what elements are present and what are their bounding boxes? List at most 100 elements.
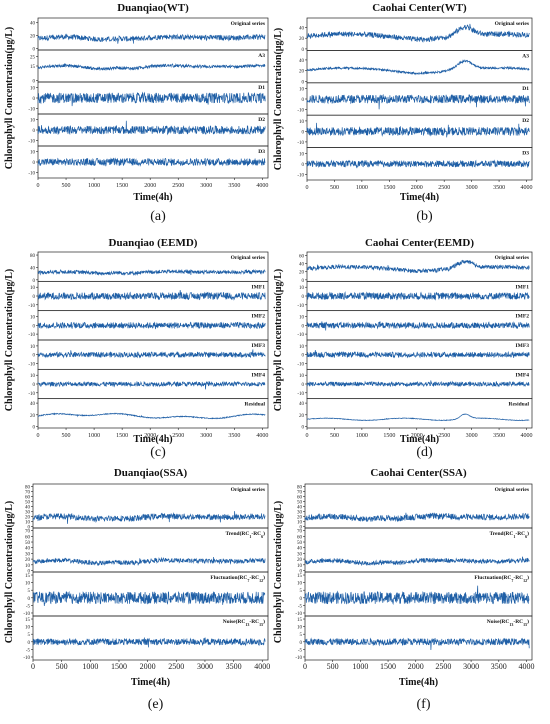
- x-tick-label: 0: [37, 183, 40, 189]
- series-line: [37, 321, 266, 330]
- panel-label: Noise(RC13-RC15): [487, 618, 529, 627]
- panel-1: 0 20 40 A3: [299, 50, 533, 85]
- x-tick-label: 2500: [172, 183, 184, 189]
- panel-3: -10 0 10 IMF3: [28, 339, 269, 370]
- x-tick-label: 4000: [256, 433, 268, 439]
- y-tick-label: 40: [30, 266, 36, 271]
- panel-label: Original series: [231, 255, 265, 261]
- chart-c: Duanqiao (EEMD) Chlorophyll Concentration…: [4, 237, 268, 460]
- y-tick-label: 0: [302, 426, 305, 431]
- panel-label: IMF2: [516, 314, 530, 320]
- x-tick-label: 500: [62, 183, 71, 189]
- y-tick-label: 15: [25, 574, 31, 579]
- x-tick-label: 1500: [380, 662, 396, 671]
- x-axis-label: Time(4h): [399, 677, 438, 688]
- y-tick-label: -10: [295, 612, 302, 617]
- x-tick-label: 4000: [521, 433, 533, 439]
- panel-2: -10 0 10 D1: [28, 81, 269, 115]
- series-line: [32, 556, 266, 566]
- panel-0: 0 20 40 60 Original series: [299, 251, 533, 284]
- series-line: [306, 350, 530, 359]
- panel-label: A3: [522, 53, 529, 59]
- y-tick-label: 0: [28, 526, 31, 531]
- y-axis-label: Chlorophyll Concentration(μg/L): [4, 501, 15, 643]
- y-tick-label: 10: [299, 345, 305, 350]
- figure-caption: (e): [148, 697, 164, 712]
- chart-d: Caohai Center(EEMD) Chlorophyll Concentra…: [273, 237, 533, 460]
- panel-label: Original series: [231, 21, 265, 27]
- y-tick-label: -5: [26, 604, 31, 609]
- panel-4: -10 0 10 D3: [297, 147, 533, 181]
- y-tick-label: 10: [30, 119, 36, 124]
- panel-1: -10 0 10 IMF1: [28, 280, 269, 312]
- panel-2: -10 0 10 IMF2: [28, 310, 269, 341]
- y-tick-label: 40: [299, 27, 305, 32]
- panel-1: -10 0 10 IMF1: [297, 280, 533, 312]
- chart-title: Caohai Center(SSA): [370, 467, 467, 479]
- y-tick-label: 10: [299, 316, 305, 321]
- x-tick-label: 3000: [466, 433, 478, 439]
- figure-caption: (f): [417, 697, 431, 712]
- x-tick-label: 0: [37, 433, 40, 439]
- x-tick-label: 3000: [200, 433, 212, 439]
- chart-title: Duanqiao(SSA): [114, 467, 188, 479]
- y-tick-label: 0: [33, 383, 36, 388]
- y-tick-label: 20: [297, 558, 303, 563]
- y-tick-label: 0: [302, 163, 305, 168]
- panel-label: Noise(RC13-RC15): [223, 618, 265, 627]
- series-line: [306, 23, 530, 43]
- x-tick-label: 500: [330, 185, 339, 191]
- panel-5: 0 20 40 Residual: [299, 398, 533, 431]
- panel-label: D3: [258, 149, 265, 155]
- y-tick-label: 40: [299, 263, 305, 268]
- x-tick-label: 2500: [438, 185, 450, 191]
- y-tick-label: -10: [23, 612, 30, 617]
- y-tick-label: 10: [299, 88, 305, 93]
- x-tick-label: 500: [327, 662, 339, 671]
- chart-title: Duanqiao(WT): [117, 2, 189, 14]
- x-tick-label: 4000: [518, 662, 534, 671]
- y-tick-label: 0: [33, 324, 36, 329]
- series-line: [304, 556, 530, 567]
- y-tick-label: 30: [297, 511, 303, 516]
- y-tick-label: 60: [299, 255, 305, 260]
- figure-caption: (b): [416, 209, 433, 224]
- y-tick-label: 10: [297, 521, 303, 526]
- x-tick-label: 3500: [493, 433, 505, 439]
- y-tick-label: -10: [28, 139, 35, 144]
- y-tick-label: 40: [25, 506, 31, 511]
- y-tick-label: 0: [33, 279, 36, 284]
- y-tick-label: 10: [30, 151, 36, 156]
- series-line: [306, 291, 530, 301]
- figure-caption: (a): [150, 209, 166, 224]
- y-tick-label: -10: [28, 171, 35, 176]
- y-tick-label: 10: [299, 286, 305, 291]
- y-tick-label: 15: [297, 574, 303, 579]
- chart-a: Duanqiao(WT) Chlorophyll Concentration(μg…: [4, 2, 268, 224]
- x-axis-label: Time(4h): [131, 677, 170, 688]
- y-tick-label: 0: [302, 295, 305, 300]
- x-tick-label: 0: [303, 662, 307, 671]
- y-tick-label: 20: [299, 70, 305, 75]
- series-line: [37, 289, 266, 301]
- y-tick-label: 0: [28, 597, 31, 602]
- y-tick-label: 20: [299, 271, 305, 276]
- y-tick-label: 10: [25, 626, 31, 631]
- y-tick-label: -10: [297, 333, 304, 338]
- panel-3: -10 -5 0 5 10 15 Noise(RC13-RC15): [295, 615, 533, 661]
- series-line: [37, 412, 266, 420]
- series-line: [32, 590, 266, 607]
- panel-label: IMF4: [516, 372, 530, 378]
- y-tick-label: -10: [297, 362, 304, 367]
- y-tick-label: 40: [30, 402, 36, 407]
- x-tick-label: 3000: [466, 185, 478, 191]
- y-axis-label: Chlorophyll Concentration(μg/L): [273, 501, 284, 643]
- series-line: [306, 159, 530, 169]
- y-tick-label: 10: [30, 345, 36, 350]
- series-line: [304, 512, 530, 523]
- y-tick-label: -10: [297, 392, 304, 397]
- series-line: [37, 268, 266, 276]
- panel-label: IMF3: [516, 343, 530, 349]
